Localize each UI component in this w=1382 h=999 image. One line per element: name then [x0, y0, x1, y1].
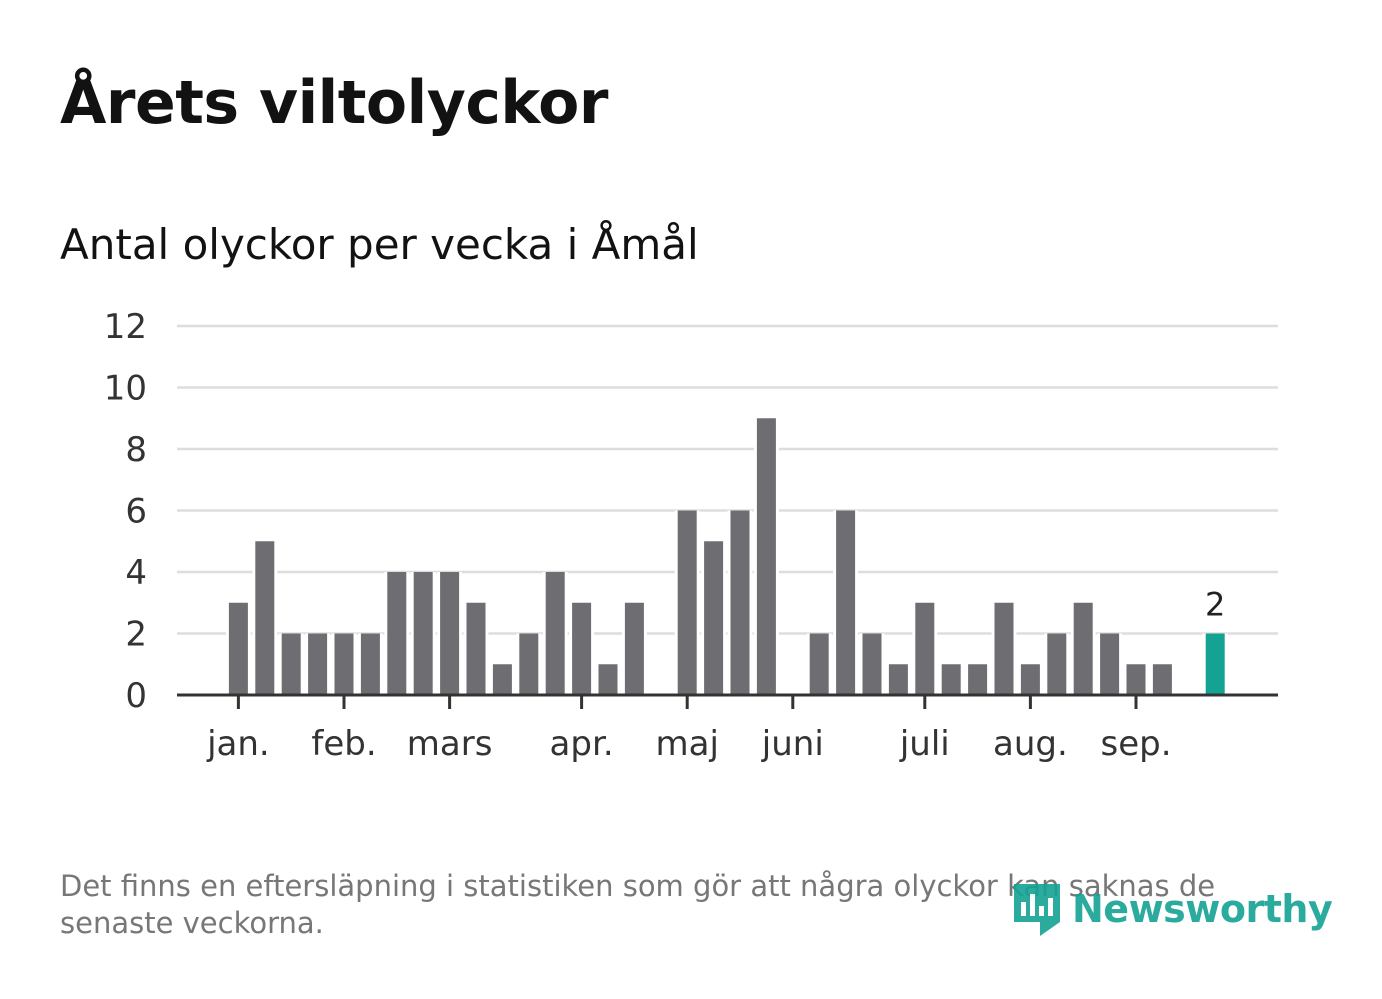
bar — [994, 602, 1014, 695]
bar — [1073, 602, 1093, 695]
bar-chart-flag-icon — [1014, 884, 1060, 936]
bar — [598, 664, 618, 695]
data-label: 2 — [1205, 586, 1225, 624]
bar — [1047, 633, 1067, 695]
bar — [334, 633, 354, 695]
newsworthy-logo: Newsworthy — [1010, 878, 1333, 940]
bar — [1205, 633, 1225, 695]
chart-subtitle: Antal olyckor per vecka i Åmål — [60, 220, 699, 269]
bar — [413, 572, 433, 695]
logo-text: Newsworthy — [1072, 887, 1333, 931]
bar — [572, 602, 592, 695]
bar — [1152, 664, 1172, 695]
bar — [440, 572, 460, 695]
data-labels: 2 — [1205, 586, 1225, 624]
y-axis-ticks: 0 2 4 6 8 10 12 — [104, 307, 147, 716]
bar — [1020, 664, 1040, 695]
bar — [360, 633, 380, 695]
y-tick-label: 8 — [125, 430, 147, 470]
y-tick-label: 4 — [125, 553, 147, 593]
x-axis-ticks: jan. feb. mars apr. maj juni juli aug. sep. — [206, 695, 1172, 764]
bar — [704, 541, 724, 695]
x-tick-label: juni — [761, 724, 824, 764]
bar — [915, 602, 935, 695]
bar — [308, 633, 328, 695]
x-tick-label: aug. — [993, 724, 1068, 764]
x-tick-label: mars — [407, 724, 493, 764]
bar — [387, 572, 407, 695]
bar — [1126, 664, 1146, 695]
x-tick-label: sep. — [1100, 724, 1171, 764]
x-tick-label: feb. — [311, 724, 376, 764]
x-tick-label: maj — [655, 724, 718, 764]
y-tick-label: 0 — [125, 676, 147, 716]
y-tick-label: 6 — [125, 492, 147, 532]
bar — [1100, 633, 1120, 695]
bar — [519, 633, 539, 695]
bar — [730, 510, 750, 695]
bar — [888, 664, 908, 695]
y-tick-label: 10 — [104, 369, 147, 409]
bar — [677, 510, 697, 695]
bar — [492, 664, 512, 695]
bar — [756, 418, 776, 695]
y-tick-label: 2 — [125, 615, 147, 655]
bar — [809, 633, 829, 695]
bar — [941, 664, 961, 695]
x-tick-label: apr. — [550, 724, 614, 764]
x-tick-label: juli — [899, 724, 950, 764]
bar — [228, 602, 248, 695]
bar — [255, 541, 275, 695]
bar — [624, 602, 644, 695]
bar — [545, 572, 565, 695]
bar — [862, 633, 882, 695]
x-tick-label: jan. — [206, 724, 270, 764]
y-tick-label: 12 — [104, 307, 147, 347]
bar — [836, 510, 856, 695]
chart-title: Årets viltolyckor — [60, 68, 609, 138]
bar — [281, 633, 301, 695]
bar — [466, 602, 486, 695]
bars — [225, 418, 1228, 695]
bar — [968, 664, 988, 695]
